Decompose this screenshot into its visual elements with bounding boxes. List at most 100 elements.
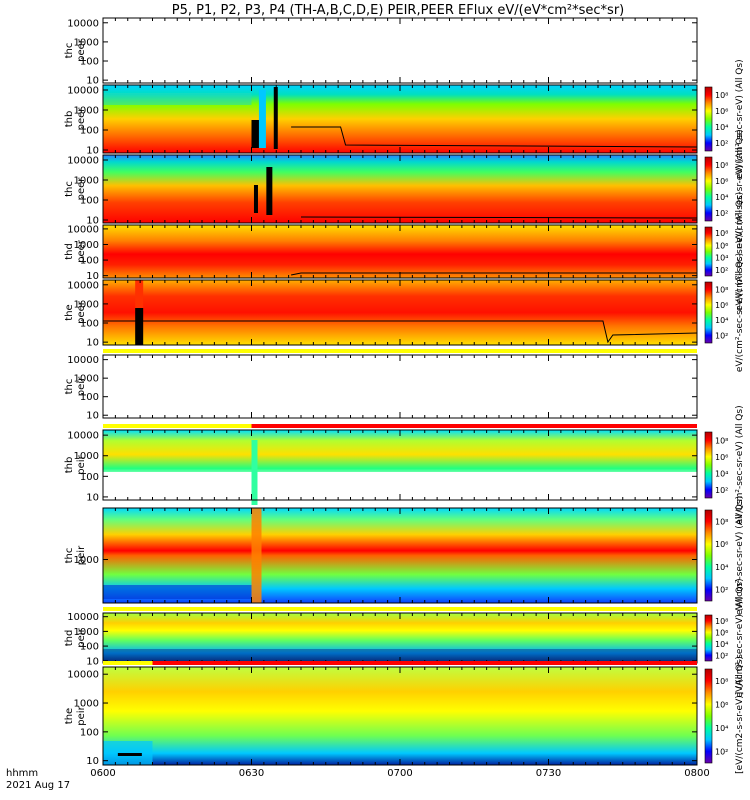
panel-label-product: peer	[76, 107, 87, 131]
y-tick-label: 10000	[67, 355, 99, 366]
panel-9: 10 100 1000 10000 thd peir 10² 10⁴ 10⁶ 10⁸ eV/(cm²…	[64, 578, 745, 697]
panel-label-product: peer	[76, 239, 87, 263]
colorbar-tick-label: 10⁴	[715, 640, 728, 649]
colorbar-tick-label: 10⁸	[715, 617, 728, 626]
colorbar-tick-label: 10⁸	[715, 161, 728, 170]
colorbar-tick-label: 10⁸	[715, 91, 728, 100]
y-tick-label: 10000	[67, 224, 99, 235]
colorbar-tick-label: 10⁸	[715, 229, 728, 238]
panel-label-probe: thc	[64, 548, 75, 564]
panel-label-probe: thd	[64, 243, 75, 260]
colorbar	[704, 226, 713, 277]
y-tick-label: 100	[80, 57, 99, 68]
y-tick-label: 100	[80, 256, 99, 267]
flag-bar-segment	[103, 349, 697, 353]
x-tick-label: 0800	[684, 768, 709, 779]
y-tick-label: 100	[80, 319, 99, 330]
colorbar-tick-label: 10²	[715, 651, 728, 660]
flag-bar-segment	[103, 661, 153, 665]
colorbar-label: [eV/(cm2-s-sr-eV)] (All Qs)	[735, 656, 745, 774]
y-tick-label: 10	[86, 146, 99, 157]
potential-line	[300, 216, 698, 219]
y-tick-label: 100	[80, 126, 99, 137]
y-tick-label: 10	[86, 411, 99, 422]
colorbar-tick-label: 10²	[715, 266, 728, 275]
y-tick-label: 100	[80, 196, 99, 207]
flag-bar-segment	[103, 607, 697, 611]
y-tick-label: 1000	[74, 106, 99, 117]
potential-line	[103, 320, 698, 344]
y-tick-label: 100	[80, 472, 99, 483]
colorbar	[704, 668, 713, 764]
panel-4: 10 100 1000 10000 thd peer 10² 10⁴ 10⁶ 10⁸ eV/(cm²…	[64, 192, 745, 311]
y-tick-label: 100	[80, 392, 99, 403]
spectrogram-image	[103, 613, 697, 663]
y-tick-label: 10000	[67, 670, 99, 681]
colorbar-tick-label: 10⁸	[715, 436, 728, 445]
y-tick-label: 10	[86, 216, 99, 227]
y-tick-label: 1000	[74, 555, 99, 566]
y-tick-label: 1000	[74, 451, 99, 462]
y-tick-label: 1000	[74, 176, 99, 187]
x-tick-label: 0730	[536, 768, 561, 779]
panel-label-probe: thb	[64, 457, 75, 474]
y-tick-label: 10000	[67, 431, 99, 442]
y-tick-label: 10	[86, 492, 99, 503]
colorbar-tick-label: 10²	[715, 486, 728, 495]
data-gap	[135, 308, 144, 345]
x-axis-left-label: hhmm	[6, 768, 38, 779]
colorbar-tick-label: 10⁴	[715, 254, 728, 263]
y-tick-label: 10000	[67, 280, 99, 291]
panel-label-product: peir	[76, 545, 87, 565]
colorbar-label: eV/(cm²-sec-sr-eV) (All Qs)	[735, 253, 745, 372]
colorbar-tick-label: 10⁴	[715, 724, 728, 733]
colorbar-tick-label: 10²	[715, 331, 728, 340]
data-gap	[258, 90, 266, 148]
colorbar	[704, 86, 713, 152]
panel-label-product: peer	[76, 177, 87, 201]
x-tick-label: 0600	[90, 768, 115, 779]
colorbar-tick-label: 10⁴	[715, 123, 728, 132]
colorbar-tick-label: 10²	[715, 747, 728, 756]
y-tick-label: 10000	[67, 612, 99, 623]
colorbar-tick-label: 10⁶	[715, 107, 728, 116]
y-tick-label: 10000	[67, 156, 99, 167]
y-tick-label: 10	[86, 756, 99, 767]
y-tick-label: 10000	[67, 18, 99, 29]
potential-line	[291, 272, 697, 276]
flag-bar-segment	[103, 424, 252, 428]
panel-7: 10 100 1000 10000 thb peir 10² 10⁴ 10⁶ 10⁸ eV/(cm²…	[64, 405, 745, 524]
colorbar-tick-label: 10⁴	[715, 563, 728, 572]
panel-label-probe: thc	[64, 379, 75, 395]
spectrogram-feature	[103, 585, 252, 599]
spectrogram-image	[103, 155, 697, 223]
data-gap	[273, 87, 278, 149]
y-tick-label: 1000	[74, 299, 99, 310]
y-tick-label: 1000	[74, 374, 99, 385]
panel-frame	[102, 354, 698, 419]
panel-10: 10 100 1000 10000 the peir 10² 10⁴ 10⁶ 10⁸ [eV/(cm…	[64, 656, 745, 774]
panel-frame	[102, 17, 698, 84]
panel-label-probe: the	[64, 708, 75, 724]
y-tick-label: 10000	[67, 86, 99, 97]
y-tick-label: 10	[86, 271, 99, 282]
flag-bar-segment	[251, 424, 697, 428]
data-gap	[253, 185, 258, 213]
data-gap	[266, 167, 273, 215]
colorbar-tick-label: 10⁸	[715, 286, 728, 295]
y-tick-label: 100	[80, 642, 99, 653]
colorbar-label: eV/(cm²-sec-sr-eV) (All Qs)	[735, 578, 745, 697]
panel-label-product: peir	[76, 627, 87, 647]
flag-bar-segment	[152, 661, 697, 665]
colorbar	[704, 281, 713, 344]
colorbar-tick-label: 10⁸	[715, 677, 728, 686]
colorbar	[704, 156, 713, 222]
y-tick-label: 100	[80, 727, 99, 738]
colorbar	[704, 614, 713, 662]
colorbar-tick-label: 10⁶	[715, 177, 728, 186]
spectrogram-feature	[251, 508, 262, 603]
panel-1: 10 100 1000 10000 thc peer	[64, 17, 698, 87]
colorbar-tick-label: 10²	[715, 586, 728, 595]
